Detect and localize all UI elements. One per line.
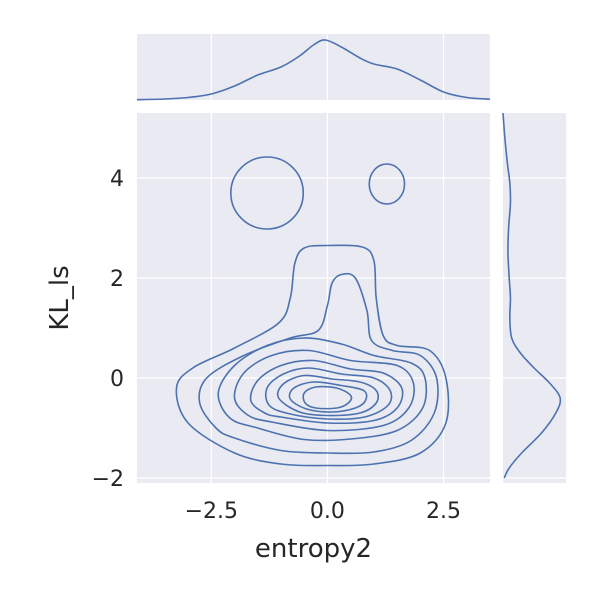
x-tick-labels: −2.5 0.0 2.5 [185, 499, 461, 524]
x-tick-label: 2.5 [426, 499, 461, 524]
contour-level-4 [233, 349, 415, 432]
contour-level-6 [264, 367, 393, 421]
top-marginal-density-line [136, 39, 491, 101]
y-tick-label: −2 [92, 467, 124, 492]
right-marginal-background [503, 113, 566, 483]
main-panel-background [137, 113, 490, 483]
y-tick-label: 2 [110, 267, 124, 292]
kde-contours [175, 156, 450, 467]
x-tick-label: −2.5 [185, 499, 238, 524]
y-tick-label: 0 [110, 367, 124, 392]
contour-level-8 [288, 381, 368, 413]
contour-level-1 [175, 244, 450, 467]
x-axis-label: entropy2 [255, 534, 372, 564]
top-marginal [136, 34, 491, 101]
contour-level-2 [198, 272, 439, 455]
main-panel [137, 113, 490, 483]
y-tick-label: 4 [110, 167, 124, 192]
top-marginal-grid [210, 34, 445, 100]
main-panel-grid [137, 113, 490, 483]
x-tick-label: 0.0 [310, 499, 345, 524]
contour-level-5 [249, 359, 404, 425]
top-marginal-background [137, 34, 490, 100]
contour-island-right [368, 163, 406, 205]
right-marginal [502, 112, 566, 483]
contour-level-3 [217, 337, 428, 442]
contour-level-9 [302, 385, 353, 410]
right-marginal-grid [503, 177, 566, 479]
y-tick-labels: −2 0 2 4 [92, 167, 124, 492]
right-marginal-density-line [502, 112, 562, 479]
y-axis-label: KL_ls [45, 265, 75, 330]
contour-level-7 [276, 374, 380, 417]
contour-island-left [230, 156, 305, 230]
